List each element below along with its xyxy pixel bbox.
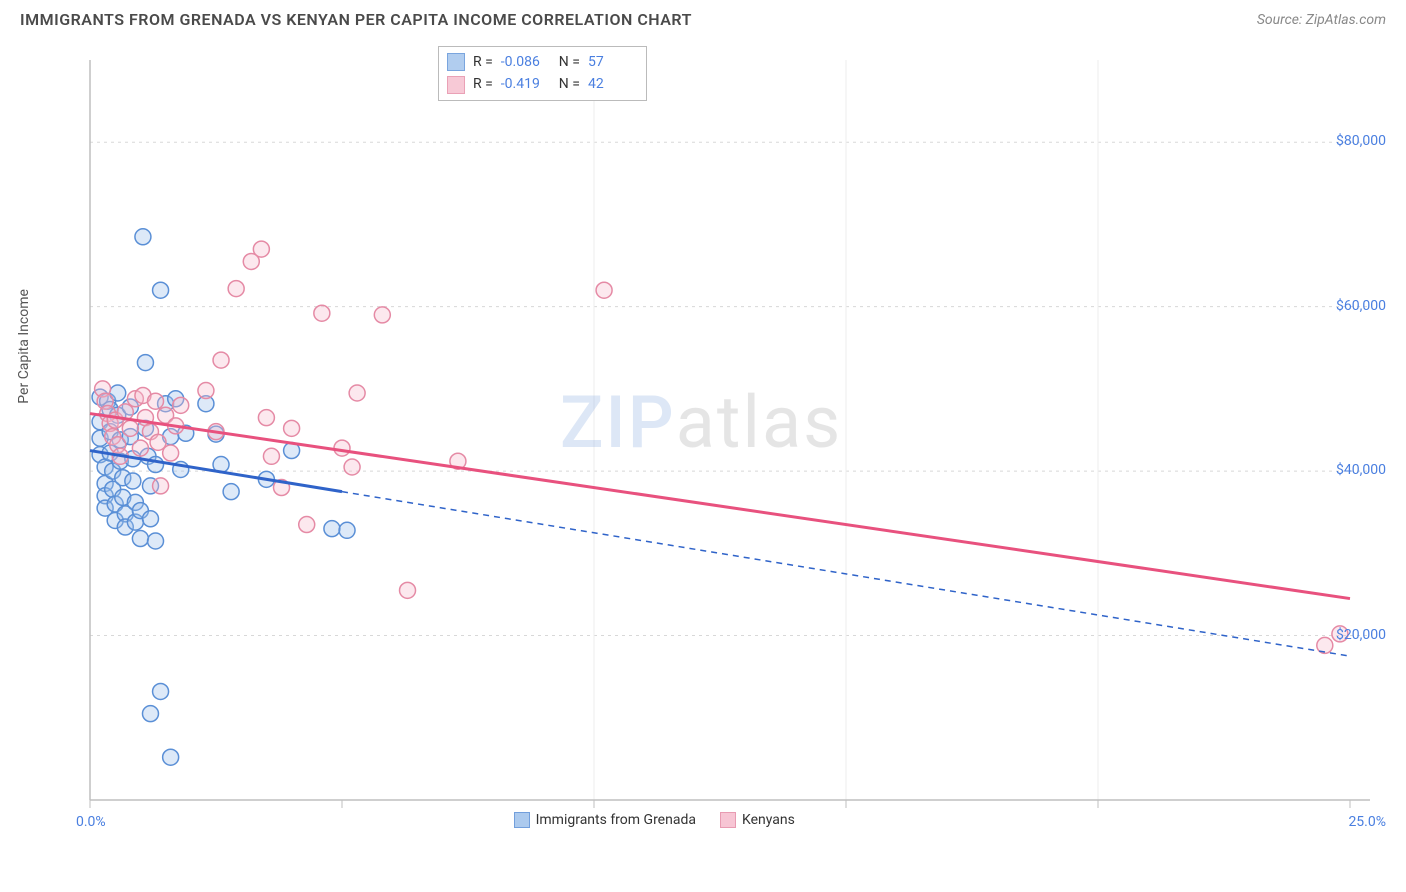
data-point: [122, 420, 138, 436]
data-point: [596, 282, 612, 298]
data-point: [135, 229, 151, 245]
data-point: [400, 582, 416, 598]
stats-row: R = -0.086 N = 57: [447, 51, 638, 73]
data-point: [163, 445, 179, 461]
data-point: [334, 440, 350, 456]
legend-label: Kenyans: [742, 812, 795, 828]
data-point: [153, 478, 169, 494]
legend-swatch: [447, 76, 465, 94]
data-point: [284, 420, 300, 436]
n-value: 57: [588, 51, 638, 73]
data-point: [153, 683, 169, 699]
data-point: [223, 484, 239, 500]
bottom-legend: Immigrants from Grenada Kenyans: [514, 812, 795, 828]
data-point: [132, 440, 148, 456]
data-point: [148, 393, 164, 409]
data-point: [142, 706, 158, 722]
data-point: [349, 385, 365, 401]
data-point: [374, 307, 390, 323]
n-value: 42: [588, 73, 638, 95]
stats-row: R = -0.419 N = 42: [447, 73, 638, 95]
y-tick-label: $20,000: [1336, 627, 1386, 643]
data-point: [132, 531, 148, 547]
chart-container: Per Capita Income R =-0.086N =57R =-0.41…: [20, 40, 1386, 882]
data-point: [142, 511, 158, 527]
legend-item: Kenyans: [720, 812, 795, 828]
y-axis-label: Per Capita Income: [16, 289, 32, 404]
data-point: [213, 352, 229, 368]
data-point: [263, 448, 279, 464]
x-tick-label: 0.0%: [76, 814, 106, 830]
data-point: [153, 282, 169, 298]
data-point: [173, 397, 189, 413]
scatter-plot: [50, 40, 1386, 882]
data-point: [258, 410, 274, 426]
legend-swatch: [720, 812, 736, 828]
data-point: [148, 533, 164, 549]
data-point: [163, 749, 179, 765]
correlation-stats-box: R = -0.086 N = 57 R = -0.419 N = 42: [438, 46, 647, 101]
n-label: N =: [559, 73, 580, 95]
data-point: [253, 241, 269, 257]
legend-item: Immigrants from Grenada: [514, 812, 696, 828]
data-point: [198, 383, 214, 399]
regression-line: [90, 414, 1350, 599]
data-point: [137, 355, 153, 371]
r-value: -0.086: [501, 51, 551, 73]
x-tick-label: 25.0%: [1348, 814, 1386, 830]
source-credit: Source: ZipAtlas.com: [1257, 12, 1386, 28]
legend-swatch: [447, 53, 465, 71]
data-point: [228, 281, 244, 297]
chart-title: IMMIGRANTS FROM GRENADA VS KENYAN PER CA…: [20, 10, 692, 29]
y-tick-label: $80,000: [1336, 133, 1386, 149]
legend-label: Immigrants from Grenada: [536, 812, 696, 828]
data-point: [344, 459, 360, 475]
r-label: R =: [473, 73, 493, 95]
data-point: [299, 517, 315, 533]
r-value: -0.419: [501, 73, 551, 95]
y-tick-label: $60,000: [1336, 298, 1386, 314]
data-point: [314, 305, 330, 321]
r-label: R =: [473, 51, 493, 73]
data-point: [339, 522, 355, 538]
data-point: [125, 473, 141, 489]
y-tick-label: $40,000: [1336, 462, 1386, 478]
data-point: [324, 521, 340, 537]
n-label: N =: [559, 51, 580, 73]
legend-swatch: [514, 812, 530, 828]
